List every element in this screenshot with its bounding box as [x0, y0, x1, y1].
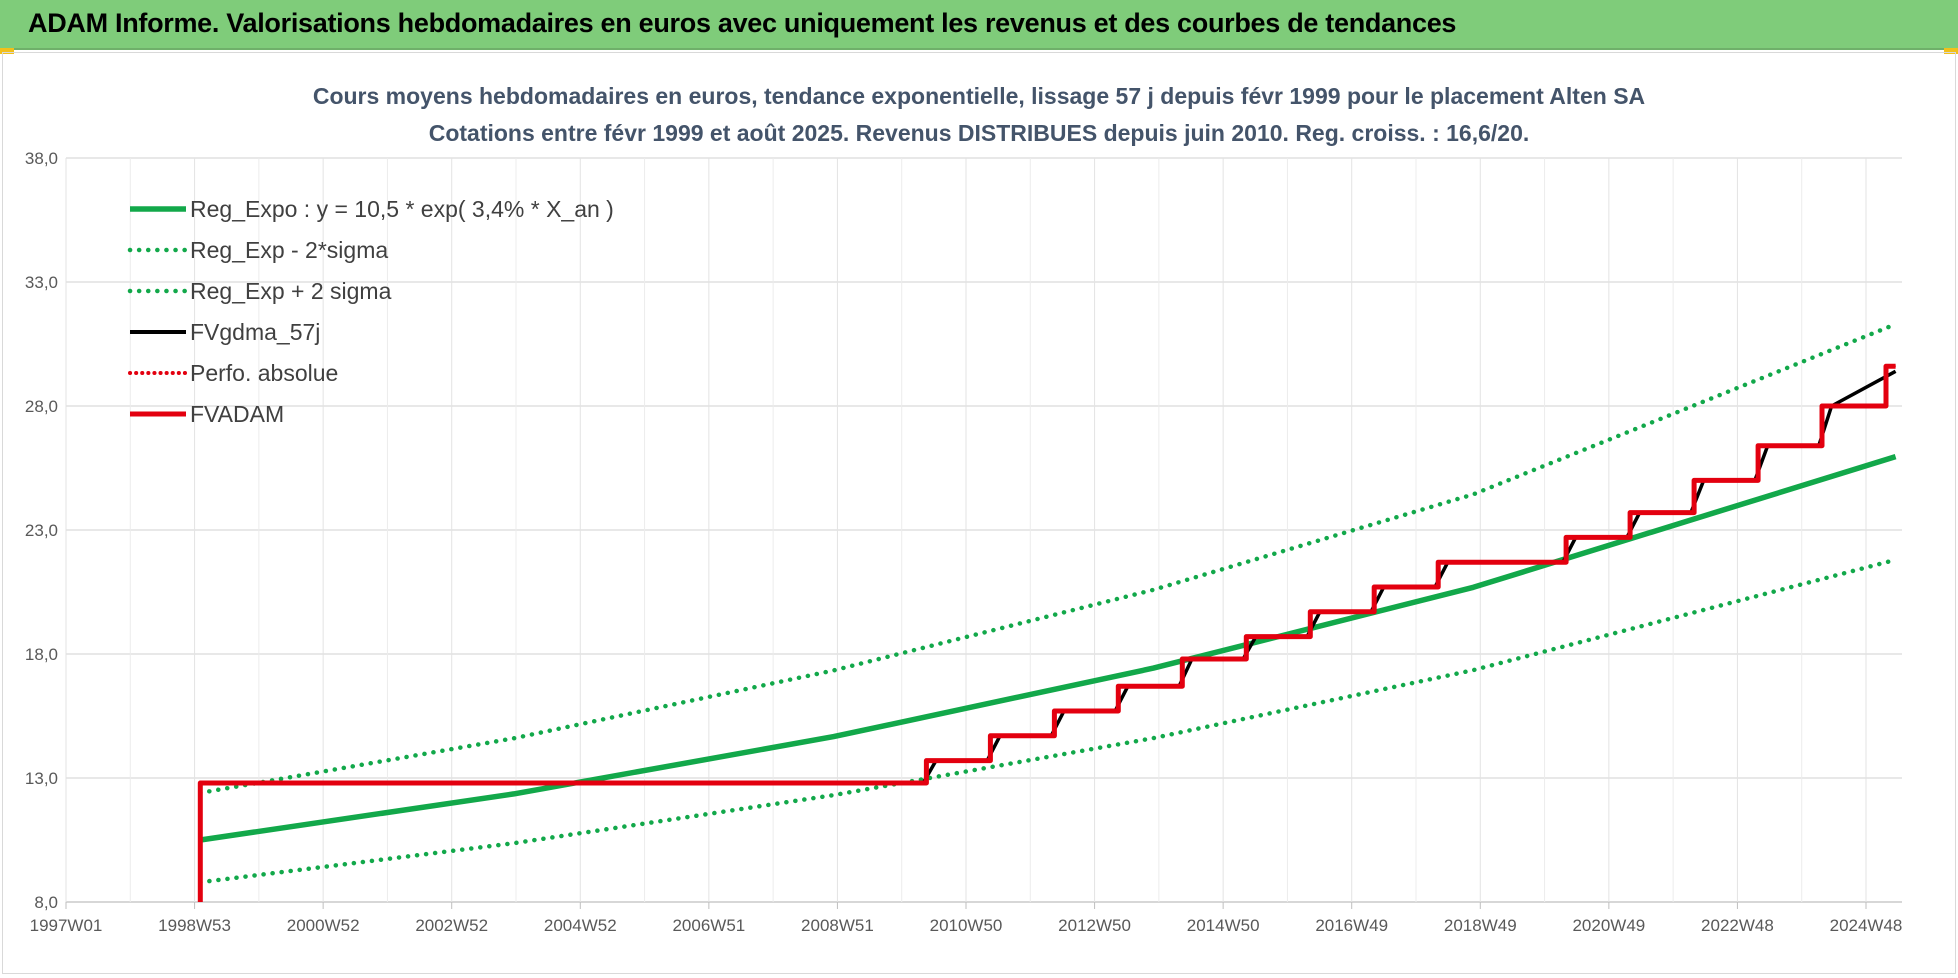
series-line-3	[200, 369, 1897, 785]
x-tick-label: 2012W50	[1058, 916, 1131, 935]
legend-label-0: Reg_Expo : y = 10,5 * exp( 3,4% * X_an )	[190, 196, 614, 222]
x-tick-label: 1998W53	[158, 916, 231, 935]
report-banner: ADAM Informe. Valorisations hebdomadaire…	[0, 0, 1958, 50]
gridlines	[65, 157, 1902, 903]
y-tick-label: 13,0	[25, 769, 58, 788]
y-tick-label: 38,0	[25, 149, 58, 168]
series-line-0	[199, 453, 1897, 843]
x-tick-label: 2020W49	[1572, 916, 1645, 935]
series-lines	[197, 321, 1898, 902]
x-tick-label: 1997W01	[30, 916, 103, 935]
x-tick-label: 2022W48	[1701, 916, 1774, 935]
series-line-1	[198, 557, 1898, 885]
legend-label-5: FVADAM	[190, 401, 284, 427]
y-axis-ticks: 8,0 13,0 18,0 23,0 28,0 33,0 38,0	[25, 149, 58, 912]
x-tick-label: 2004W52	[544, 916, 617, 935]
corner-marker-left	[0, 48, 14, 54]
x-tick-label: 2000W52	[287, 916, 360, 935]
chart-frame	[2, 52, 1956, 974]
legend-label-2: Reg_Exp + 2 sigma	[190, 278, 392, 304]
x-tick-label: 2014W50	[1187, 916, 1260, 935]
legend-label-1: Reg_Exp - 2*sigma	[190, 237, 388, 263]
x-tick-label: 2006W51	[672, 916, 745, 935]
x-tick-label: 2018W49	[1444, 916, 1517, 935]
x-tick-label: 2002W52	[415, 916, 488, 935]
y-tick-label: 8,0	[34, 893, 58, 912]
y-tick-label: 28,0	[25, 397, 58, 416]
y-tick-label: 18,0	[25, 645, 58, 664]
legend-label-3: FVgdma_57j	[190, 319, 320, 345]
report-title: ADAM Informe. Valorisations hebdomadaire…	[28, 8, 1457, 38]
series-line-4	[198, 364, 1898, 785]
x-tick-label: 2016W49	[1315, 916, 1388, 935]
series-line-5	[197, 363, 1896, 902]
x-tick-label: 2008W51	[801, 916, 874, 935]
chart-title: Cours moyens hebdomadaires en euros, ten…	[313, 83, 1645, 109]
corner-marker-right	[1944, 48, 1958, 54]
x-axis-ticks: 1997W01 1998W53 2000W52 2002W52 2004W52 2006W…	[30, 902, 1903, 935]
x-tick-label: 2010W50	[930, 916, 1003, 935]
legend-label-4: Perfo. absolue	[190, 360, 338, 386]
legend: Reg_Expo : y = 10,5 * exp( 3,4% * X_an )…	[127, 196, 614, 427]
y-tick-label: 23,0	[25, 521, 58, 540]
x-tick-label: 2024W48	[1830, 916, 1903, 935]
series-line-2	[198, 321, 1898, 796]
chart-subtitle: Cotations entre févr 1999 et août 2025. …	[429, 120, 1530, 146]
y-tick-label: 33,0	[25, 273, 58, 292]
